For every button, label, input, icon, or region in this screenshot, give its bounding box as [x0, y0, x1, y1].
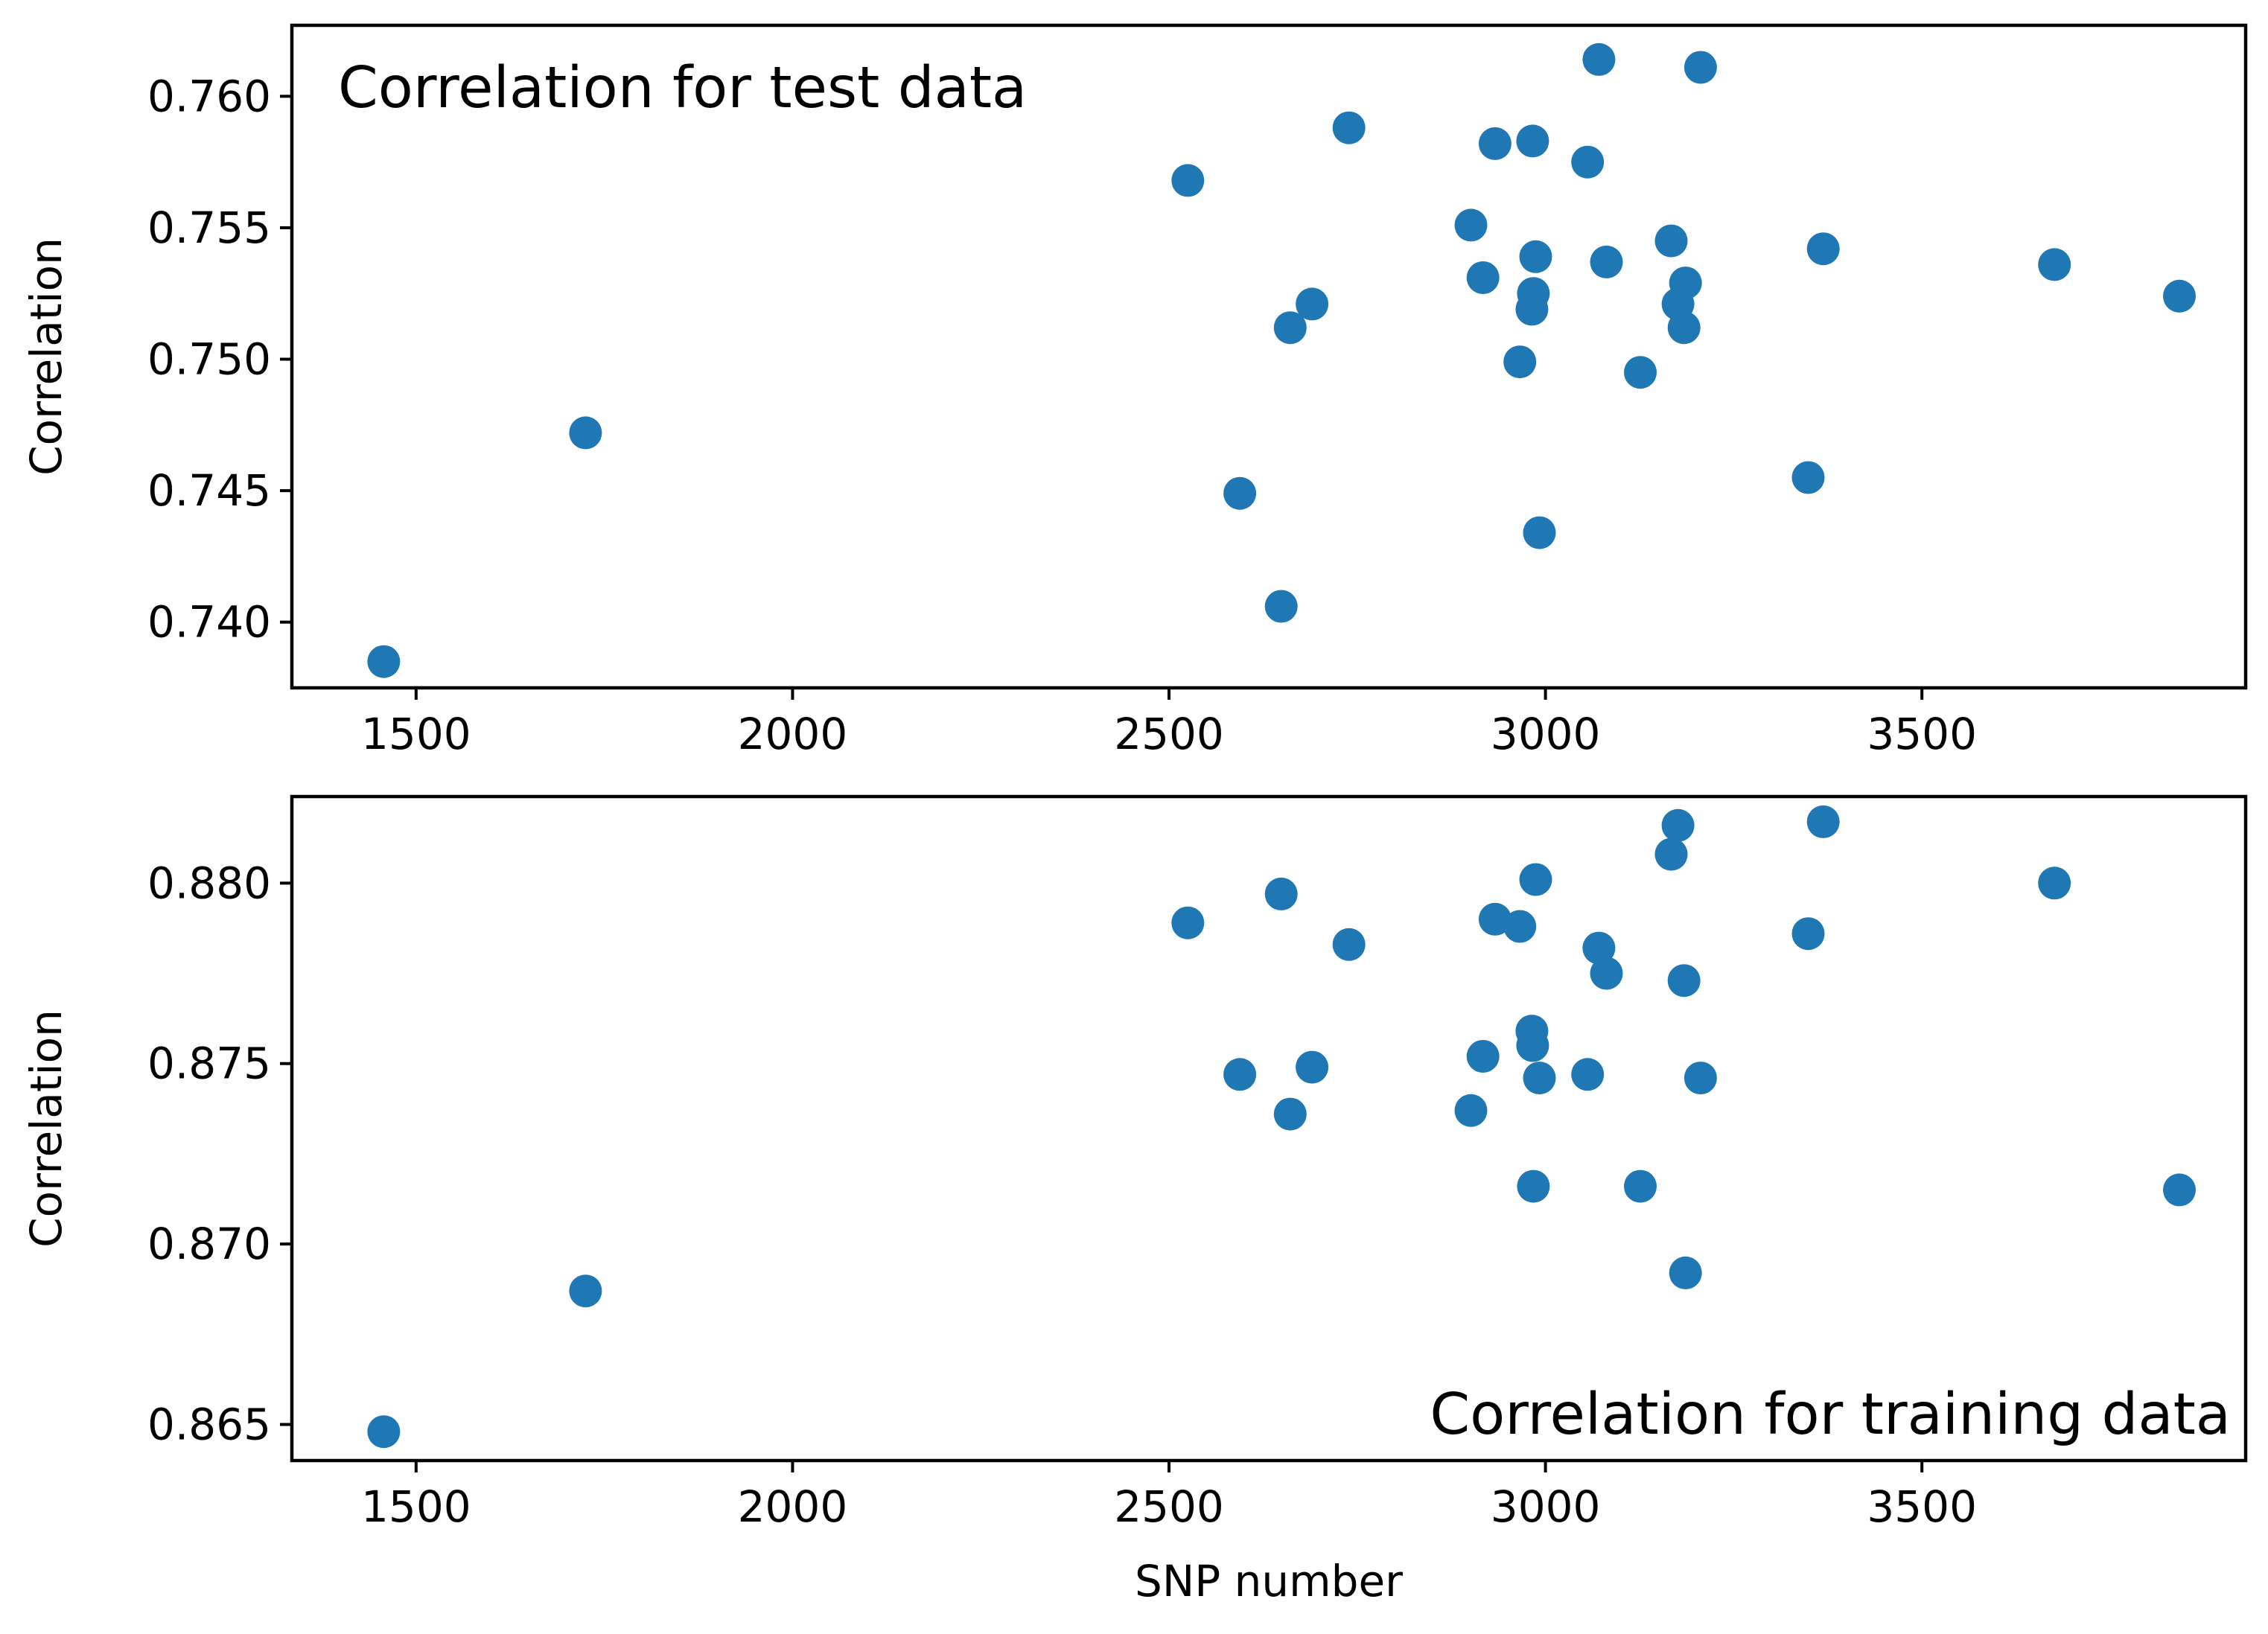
- training-data-point-18: [1571, 1058, 1605, 1091]
- test-data-point-29: [2038, 248, 2071, 281]
- test-data-point-1: [367, 645, 401, 678]
- training-data-y-tick-label: 0.870: [147, 1219, 271, 1269]
- training-data-y-tick-label: 0.880: [147, 858, 271, 908]
- test-data-point-16: [1519, 240, 1552, 273]
- test-data-point-21: [1624, 356, 1657, 389]
- training-data-point-24: [1667, 964, 1701, 998]
- training-data-point-23: [1661, 808, 1695, 842]
- test-data-point-11: [1478, 127, 1512, 160]
- test-data-point-6: [1273, 311, 1307, 345]
- training-data-point-26: [1684, 1062, 1717, 1095]
- test-data-x-tick-label: 2000: [738, 709, 848, 759]
- test-data-points: [367, 42, 2196, 678]
- test-data-point-19: [1582, 42, 1616, 76]
- test-data-point-22: [1654, 224, 1688, 258]
- test-data-point-5: [1264, 590, 1298, 623]
- training-data-point-28: [1806, 805, 1840, 838]
- training-data-point-6: [1273, 1097, 1307, 1131]
- test-data-point-17: [1523, 516, 1556, 549]
- training-data-point-22: [1654, 837, 1688, 871]
- test-data-panel: 1500 2000 2500 3000 3500 0.740 0.745 0.750 0.75…: [21, 23, 2248, 759]
- test-data-point-4: [1223, 476, 1257, 510]
- training-data-point-8: [1332, 928, 1366, 961]
- training-data-point-10: [1466, 1040, 1500, 1073]
- training-data-point-11: [1478, 902, 1512, 936]
- training-data-point-16: [1519, 863, 1552, 896]
- training-data-point-19: [1582, 931, 1616, 965]
- training-data-points: [367, 805, 2196, 1449]
- test-data-y-tick-label: 0.760: [147, 71, 271, 121]
- training-data-annotation: Correlation for training data: [1430, 1382, 2231, 1448]
- test-data-point-27: [1791, 461, 1825, 494]
- test-data-y-tick-label: 0.745: [147, 465, 271, 516]
- test-data-annotation: Correlation for test data: [338, 55, 1027, 121]
- training-data-y-tick-label: 0.875: [147, 1038, 271, 1089]
- training-data-x-tick-label: 2500: [1114, 1481, 1224, 1532]
- training-data-x-tick-label: 3000: [1491, 1481, 1601, 1532]
- training-data-point-27: [1791, 917, 1825, 951]
- training-data-point-20: [1590, 957, 1623, 990]
- test-data-point-25: [1669, 267, 1702, 300]
- test-data-point-10: [1466, 261, 1500, 294]
- test-data-point-18: [1571, 145, 1605, 179]
- training-data-point-30: [2163, 1173, 2196, 1207]
- test-data-point-26: [1684, 51, 1717, 84]
- test-data-y-tick-label: 0.755: [147, 202, 271, 253]
- test-data-point-9: [1454, 208, 1488, 242]
- training-data-point-2: [569, 1274, 602, 1308]
- test-data-x-tick-label: 3000: [1491, 709, 1601, 759]
- training-data-y-axis: 0.865 0.870 0.875 0.880: [147, 858, 292, 1450]
- training-data-point-12: [1503, 910, 1537, 943]
- training-data-panel: 1500 2000 2500 3000 3500 0.865 0.870 0.875 0.88…: [21, 794, 2248, 1606]
- training-data-y-axis-label: Correlation: [21, 1009, 71, 1248]
- test-data-x-tick-label: 2500: [1114, 709, 1224, 759]
- training-data-point-15: [1517, 1169, 1550, 1203]
- training-data-x-tick-label: 1500: [361, 1481, 471, 1532]
- test-data-point-24: [1667, 311, 1701, 345]
- test-data-point-7: [1296, 287, 1329, 321]
- test-data-point-28: [1806, 232, 1840, 266]
- test-data-plot-frame: [290, 23, 2248, 690]
- test-data-y-tick-label: 0.750: [147, 334, 271, 385]
- test-data-point-3: [1171, 164, 1205, 197]
- training-data-point-14: [1516, 1029, 1549, 1062]
- training-data-x-axis-label: SNP number: [1135, 1556, 1403, 1606]
- training-data-point-29: [2038, 867, 2071, 900]
- test-data-x-axis: 1500 2000 2500 3000 3500: [361, 688, 1977, 759]
- training-data-point-17: [1523, 1062, 1556, 1095]
- training-data-plot-frame: [290, 794, 2248, 1463]
- training-data-point-1: [367, 1415, 401, 1449]
- test-data-x-tick-label: 3500: [1867, 709, 1977, 759]
- test-data-x-tick-label: 1500: [361, 709, 471, 759]
- training-data-x-tick-label: 2000: [738, 1481, 848, 1532]
- test-data-y-axis: 0.740 0.745 0.750 0.755 0.760: [147, 71, 292, 648]
- test-data-point-2: [569, 416, 602, 450]
- training-data-x-axis: 1500 2000 2500 3000 3500: [361, 1461, 1977, 1532]
- training-data-point-7: [1296, 1050, 1329, 1084]
- test-data-point-20: [1590, 245, 1623, 278]
- training-data-point-21: [1624, 1169, 1657, 1203]
- training-data-point-3: [1171, 906, 1205, 939]
- test-data-y-tick-label: 0.740: [147, 597, 271, 648]
- training-data-point-9: [1454, 1094, 1488, 1127]
- test-data-point-30: [2163, 279, 2196, 313]
- test-data-point-14: [1516, 124, 1549, 158]
- training-data-point-25: [1669, 1256, 1702, 1289]
- training-data-point-5: [1264, 877, 1298, 910]
- training-data-y-tick-label: 0.865: [147, 1400, 271, 1450]
- test-data-point-8: [1332, 111, 1366, 144]
- test-data-y-axis-label: Correlation: [21, 237, 71, 476]
- training-data-x-tick-label: 3500: [1867, 1481, 1977, 1532]
- training-data-point-4: [1223, 1058, 1257, 1091]
- test-data-point-12: [1503, 345, 1537, 379]
- test-data-point-15: [1517, 277, 1550, 310]
